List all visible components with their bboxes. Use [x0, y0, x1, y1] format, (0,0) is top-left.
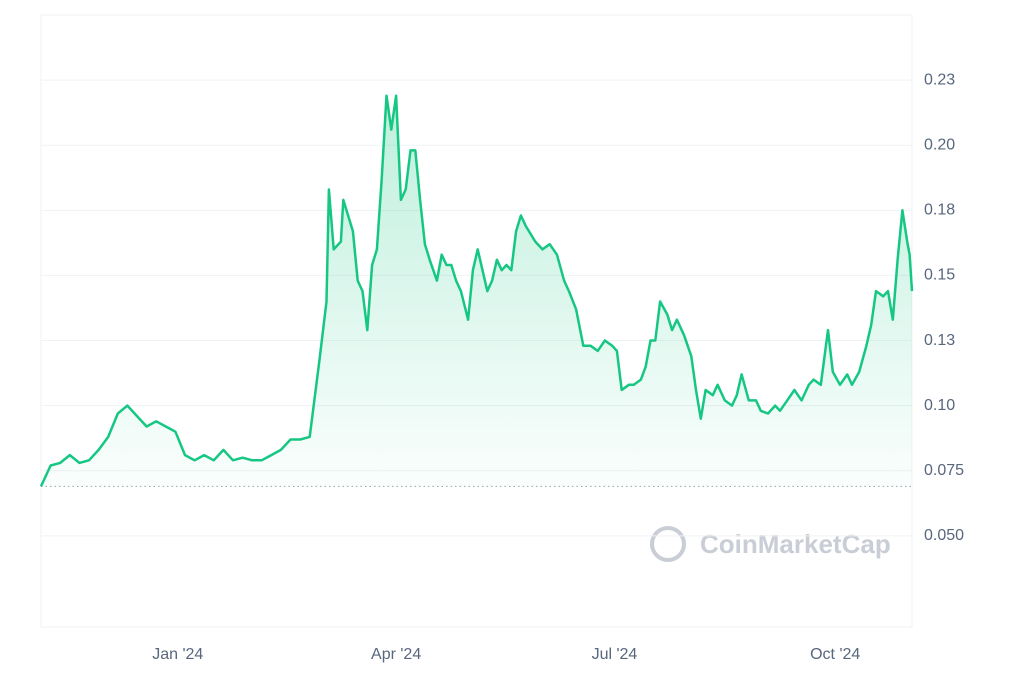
y-tick-label: 0.050 [924, 527, 964, 544]
x-tick-label: Jan '24 [152, 646, 203, 663]
y-tick-label: 0.20 [924, 136, 955, 153]
x-tick-label: Oct '24 [810, 646, 860, 663]
x-tick-label: Apr '24 [371, 646, 421, 663]
price-line [39, 94, 914, 487]
y-tick-label: 0.10 [924, 397, 955, 414]
y-tick-label: 0.13 [924, 332, 955, 349]
y-tick-label: 0.18 [924, 202, 955, 219]
y-tick-label: 0.075 [924, 462, 964, 479]
watermark: CoinMarketCap [700, 529, 891, 559]
y-tick-label: 0.23 [924, 71, 955, 88]
x-tick-label: Jul '24 [592, 646, 638, 663]
y-tick-label: 0.15 [924, 267, 955, 284]
watermark-logo [650, 526, 686, 562]
area-fill [41, 95, 912, 487]
